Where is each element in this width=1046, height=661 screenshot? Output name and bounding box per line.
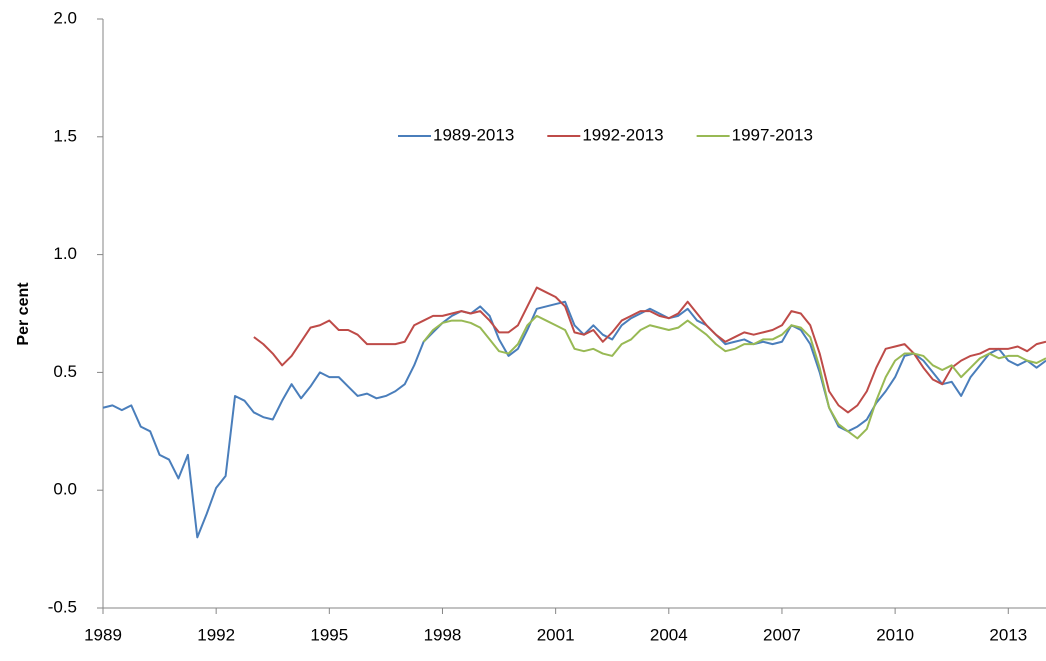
x-tick-label: 2010: [876, 625, 914, 644]
x-tick-label: 2007: [763, 625, 801, 644]
x-tick-label: 1992: [197, 625, 235, 644]
series-line: [102, 300, 1046, 539]
y-tick-label: 1.5: [53, 126, 77, 145]
y-tick-label: 2.0: [53, 8, 77, 27]
x-tick-label: 2004: [650, 625, 688, 644]
x-tick-label: 1995: [310, 625, 348, 644]
legend-label: 1989-2013: [433, 125, 514, 144]
y-axis-label: Per cent: [15, 282, 32, 346]
y-tick-label: -0.5: [48, 597, 77, 616]
y-tick-label: 1.0: [53, 244, 77, 263]
series-line: [253, 286, 1046, 414]
y-tick-label: 0.5: [53, 362, 77, 381]
x-tick-label: 1998: [424, 625, 462, 644]
x-tick-label: 1989: [84, 625, 122, 644]
series-line: [422, 314, 1046, 440]
y-tick-label: 0.0: [53, 480, 77, 499]
legend-label: 1997-2013: [732, 125, 813, 144]
x-tick-label: 2001: [537, 625, 575, 644]
x-tick-label: 2013: [989, 625, 1027, 644]
legend-label: 1992-2013: [582, 125, 663, 144]
